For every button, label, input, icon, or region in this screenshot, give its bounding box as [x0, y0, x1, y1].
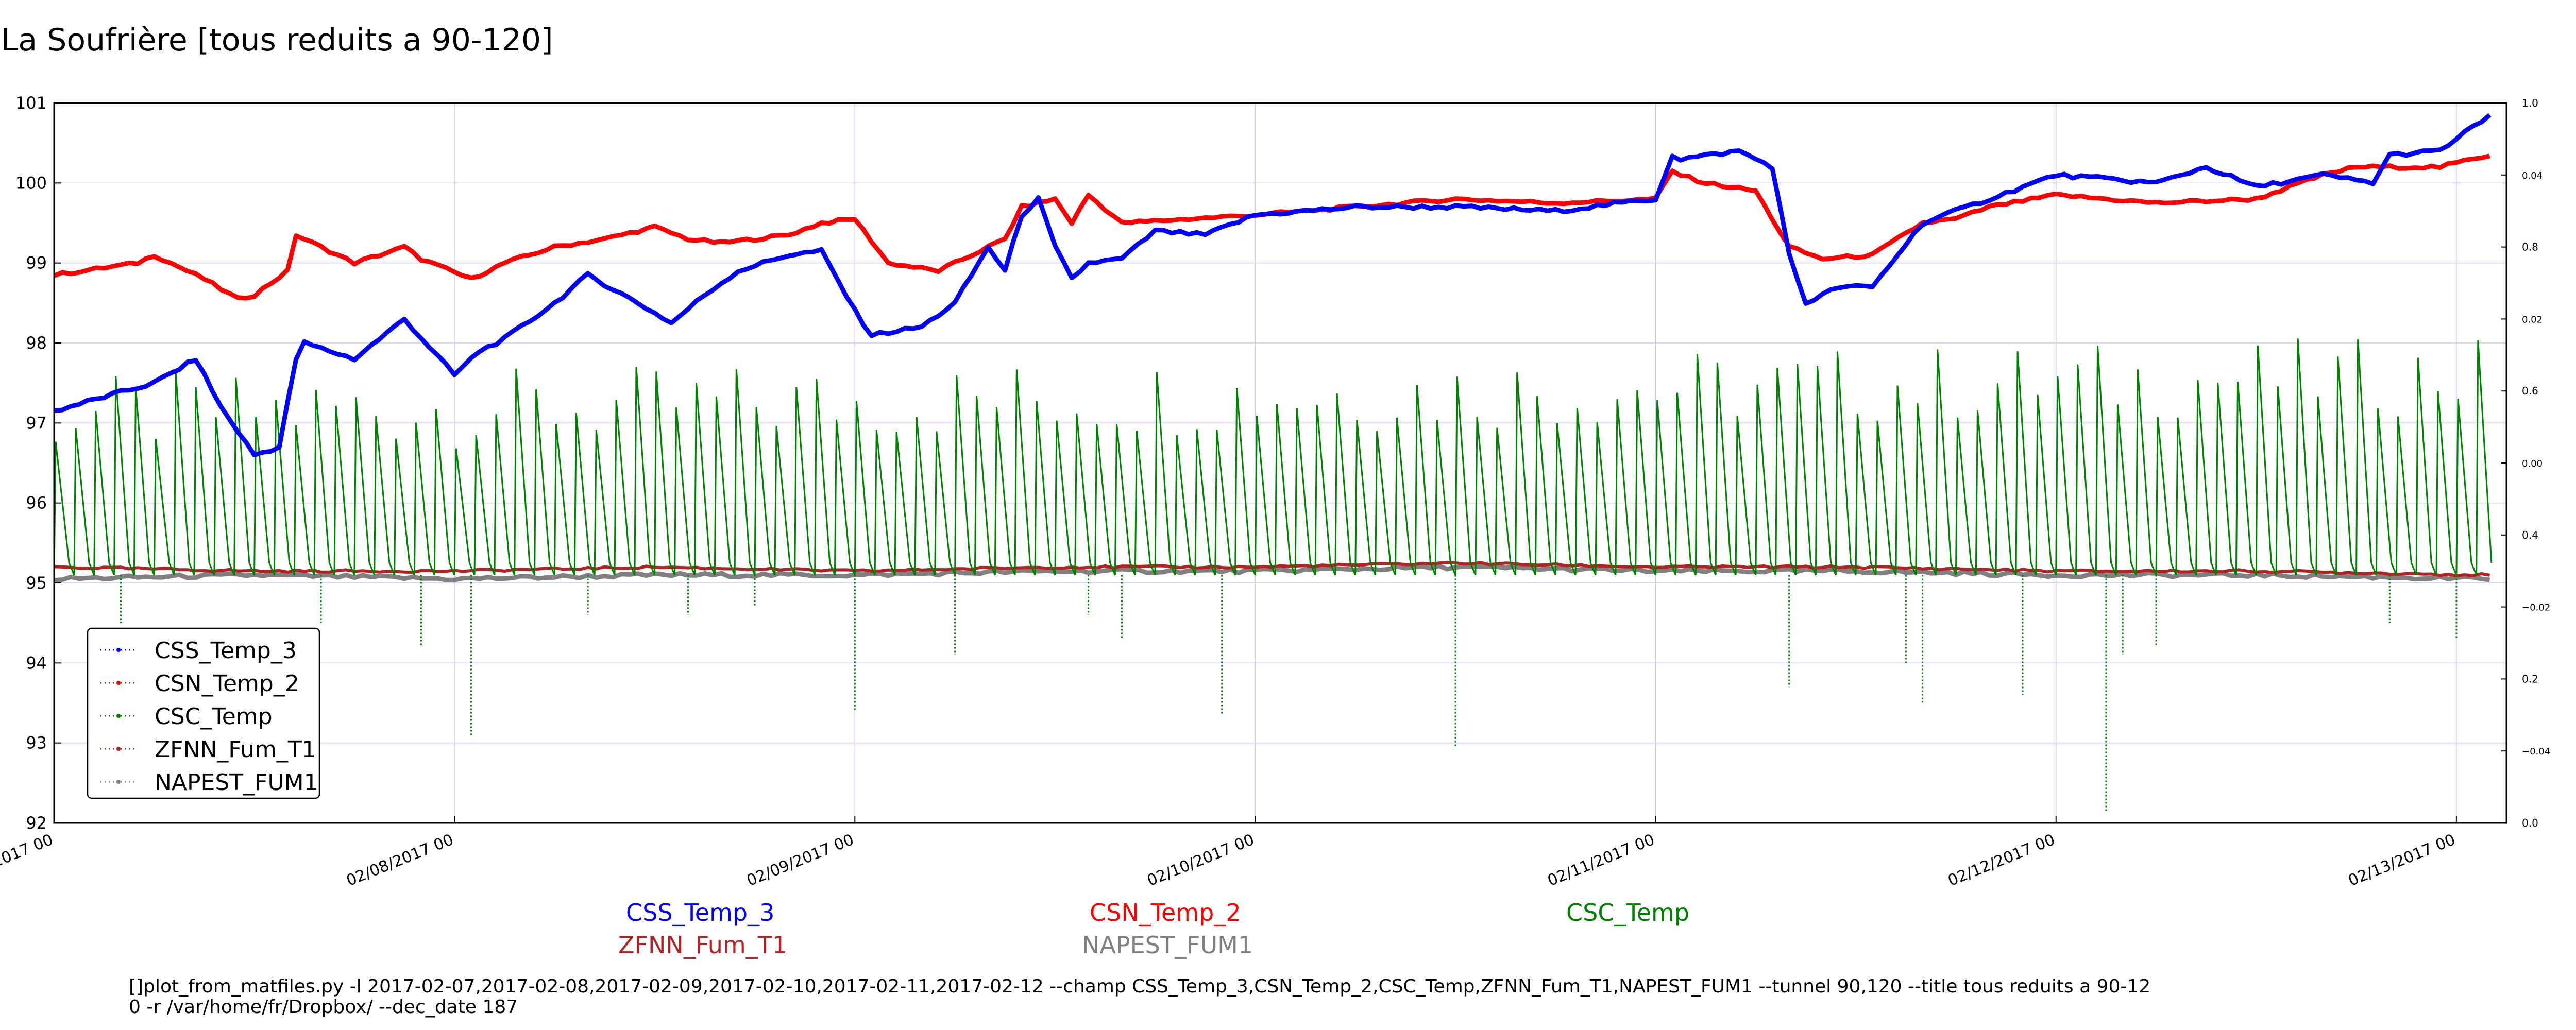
y-tick-label: 101: [15, 93, 47, 113]
right-tick-label: −0.04: [2522, 746, 2550, 757]
right-tick-label: −0.02: [2522, 603, 2550, 613]
legend-marker: [116, 681, 121, 685]
x-tick-label: 02/11/2017 00: [1545, 831, 1657, 890]
x-tick-label: 02/08/2017 00: [344, 831, 456, 890]
series-layer: [53, 113, 2493, 811]
y-tick-label: 95: [26, 573, 47, 593]
right-tick-label: 0.4: [2522, 529, 2538, 541]
chart-title: La Soufrière [tous reduits a 90-120]: [1, 22, 553, 58]
right-tick-label: 0.02: [2522, 314, 2543, 325]
series-NAPEST_FUM1: [54, 563, 2490, 583]
legend-marker: [116, 747, 121, 751]
x-tick-label: 02/07/2017 00: [0, 831, 56, 890]
y-axis-right: 0.0 0.2 0.4 0.6 0.8 1.0 −0.04 −0.02 0.00 0.02 0.04: [2501, 97, 2550, 829]
right-tick-label: 0.6: [2522, 385, 2538, 397]
x-tick-label: 02/10/2017 00: [1145, 831, 1257, 890]
right-tick-label: 0.0: [2522, 817, 2538, 829]
command-line-1: []plot_from_matfiles.py -l 2017-02-07,20…: [129, 976, 2151, 997]
right-tick-label: 0.8: [2522, 241, 2538, 253]
y-axis-left: 92 93 94 95 96 97 98 99 100 101: [15, 93, 61, 833]
series-caption: CSC_Temp: [1566, 899, 1690, 926]
y-tick-label: 98: [26, 333, 47, 353]
legend: CSS_Temp_3 CSN_Temp_2 CSC_Temp ZFNN_Fum_T1 N…: [87, 627, 320, 799]
y-tick-label: 93: [26, 733, 47, 753]
legend-label: NAPEST_FUM1: [155, 769, 318, 796]
legend-marker: [116, 714, 121, 718]
x-tick-label: 02/09/2017 00: [744, 831, 857, 890]
y-tick-label: 99: [26, 253, 47, 273]
x-axis: 02/07/2017 00 02/08/2017 00 02/09/2017 00 0…: [0, 816, 2458, 890]
series-caption: CSS_Temp_3: [626, 899, 775, 926]
right-tick-label: 0.00: [2522, 458, 2543, 469]
series-CSC_Temp: [53, 338, 2493, 576]
legend-label: CSN_Temp_2: [155, 671, 299, 697]
x-tick-label: 02/13/2017 00: [2346, 831, 2458, 890]
legend-box: [87, 627, 320, 799]
x-tick-label: 02/12/2017 00: [1945, 831, 2058, 890]
y-tick-label: 100: [15, 173, 47, 193]
series-caption: CSN_Temp_2: [1090, 899, 1241, 926]
right-tick-label: 0.2: [2522, 673, 2538, 685]
right-tick-label: 0.04: [2522, 170, 2543, 181]
right-tick-label: 1.0: [2522, 97, 2538, 109]
legend-label: CSC_Temp: [155, 703, 273, 730]
legend-label: ZFNN_Fum_T1: [155, 736, 316, 763]
series-caption: ZFNN_Fum_T1: [618, 931, 788, 959]
y-tick-label: 92: [26, 813, 47, 833]
y-tick-label: 94: [26, 653, 47, 673]
legend-marker: [116, 648, 121, 652]
y-tick-label: 97: [26, 413, 47, 433]
series-caption: NAPEST_FUM1: [1082, 931, 1253, 959]
series-CSS_Temp_3: [54, 113, 2492, 458]
legend-label: CSS_Temp_3: [155, 638, 297, 664]
command-line-2: 0 -r /var/home/fr/Dropbox/ --dec_date 18…: [129, 997, 518, 1018]
y-tick-label: 96: [26, 493, 47, 513]
series-CSN_Temp_2: [53, 153, 2490, 301]
legend-marker: [116, 780, 121, 784]
